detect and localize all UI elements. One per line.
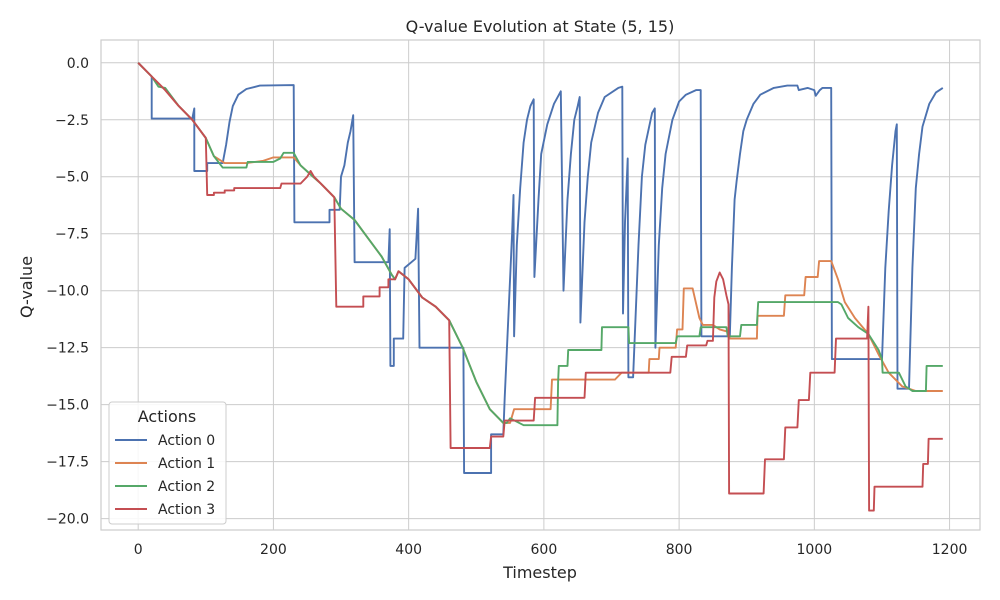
y-tick-label: −15.0: [46, 398, 89, 414]
y-tick-label: −20.0: [46, 512, 89, 528]
x-tick-label: 0: [134, 542, 143, 558]
y-tick-label: −17.5: [46, 455, 89, 471]
legend-label-action-2: Action 2: [158, 479, 215, 495]
series-lines: [137, 62, 944, 512]
y-tick-label: −10.0: [46, 284, 89, 300]
legend-items: Action 0 Action 1 Action 2 Action 3: [115, 433, 215, 518]
y-tick-label: −5.0: [55, 170, 89, 186]
legend-box: [108, 401, 227, 525]
legend-title: Actions: [138, 407, 196, 426]
y-tick-label: −2.5: [55, 113, 89, 129]
legend-label-action-1: Action 1: [158, 456, 215, 472]
y-tick-label: −7.5: [55, 227, 89, 243]
y-tick-label: 0.0: [67, 56, 89, 72]
series-line-action-0: [137, 62, 944, 474]
y-axis-label: Q-value: [17, 256, 36, 318]
chart-title: Q-value Evolution at State (5, 15): [406, 17, 675, 36]
series-line-action-3: [137, 62, 943, 512]
legend: Actions Action 0 Action 1 Action 2 Action 3: [108, 401, 227, 525]
x-axis-ticks: 0 200 400 600 800 1000 1200: [134, 542, 968, 558]
legend-label-action-3: Action 3: [158, 502, 215, 518]
x-tick-label: 200: [260, 542, 287, 558]
x-tick-label: 600: [531, 542, 558, 558]
legend-label-action-0: Action 0: [158, 433, 215, 449]
x-axis-label: Timestep: [502, 563, 577, 582]
x-tick-label: 400: [395, 542, 422, 558]
x-tick-label: 1000: [797, 542, 833, 558]
x-tick-label: 800: [666, 542, 693, 558]
y-axis-ticks: 0.0 −2.5 −5.0 −7.5 −10.0 −12.5 −15.0 −17.5 −20.0: [46, 56, 89, 528]
series-line-action-2: [137, 62, 943, 427]
x-tick-label: 1200: [932, 542, 968, 558]
y-tick-label: −12.5: [46, 341, 89, 357]
plot-frame: [100, 39, 981, 531]
